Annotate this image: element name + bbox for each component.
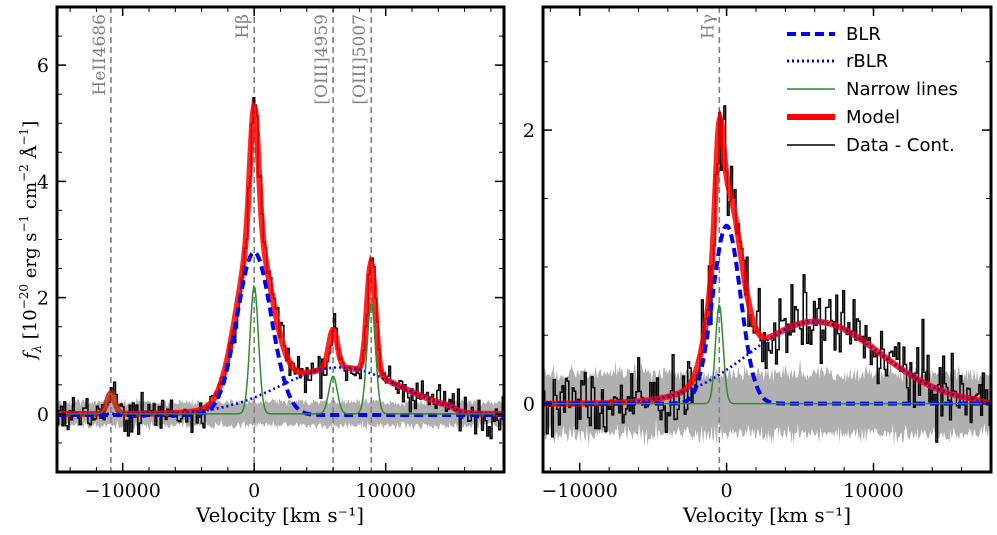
y-label-part: ] bbox=[20, 121, 41, 128]
rblr-series bbox=[543, 320, 991, 405]
legend-label-blr: BLR bbox=[846, 24, 881, 45]
y-label-part: −1 bbox=[17, 215, 31, 233]
right-panel: −10000 0 10000 0 2 Hγ Velocity [km s⁻¹] BLR … bbox=[523, 5, 993, 527]
y-label-part: erg s bbox=[20, 233, 41, 284]
legend-label-rblr: rBLR bbox=[846, 51, 888, 72]
left-x-axis-label: Velocity [km s⁻¹] bbox=[195, 503, 364, 527]
right-plot-area bbox=[543, 7, 991, 472]
narrow-lines-series bbox=[543, 303, 991, 405]
right-ticks: −10000 0 10000 0 2 bbox=[523, 7, 992, 502]
left-y-axis-label: fλ [10−20 erg s−1 cm−2 Å−1] bbox=[17, 121, 44, 361]
legend-label-model: Model bbox=[846, 107, 900, 128]
y-label-part: cm bbox=[20, 182, 41, 215]
y-tick-label: 0 bbox=[37, 404, 49, 426]
x-tick-label: −10000 bbox=[85, 480, 161, 502]
legend-label-narrow: Narrow lines bbox=[846, 79, 958, 100]
x-tick-label: 10000 bbox=[355, 480, 415, 502]
y-label-part: −2 bbox=[17, 164, 31, 182]
line-label-2: [OIII]4959 bbox=[312, 14, 332, 105]
line-label-3: [OIII]5007 bbox=[350, 14, 370, 105]
left-plot-area bbox=[57, 7, 504, 472]
rblr-series bbox=[57, 366, 504, 416]
left-line-labels: HeII4686 Hβ [OIII]4959 [OIII]5007 bbox=[90, 14, 370, 105]
line-label-0: Hγ bbox=[698, 14, 718, 39]
line-label-0: HeII4686 bbox=[90, 14, 110, 96]
x-tick-label: 0 bbox=[248, 480, 260, 502]
x-tick-label: −10000 bbox=[542, 480, 618, 502]
right-x-axis-label: Velocity [km s⁻¹] bbox=[682, 503, 851, 527]
legend-label-data: Data - Cont. bbox=[846, 135, 955, 156]
blr-series bbox=[57, 250, 504, 417]
y-label-part: Å bbox=[19, 145, 41, 165]
y-label-part: −1 bbox=[17, 128, 31, 146]
y-label-part: −20 bbox=[17, 284, 31, 309]
x-tick-label: 10000 bbox=[843, 480, 903, 502]
y-tick-label: 2 bbox=[37, 288, 49, 310]
y-tick-label: 2 bbox=[523, 120, 535, 142]
y-label-part: λ bbox=[30, 345, 44, 354]
y-tick-label: 4 bbox=[37, 171, 49, 193]
narrow-lines-series bbox=[57, 284, 504, 415]
left-ticks: −10000 0 10000 0 2 4 6 bbox=[37, 6, 504, 502]
y-tick-label: 0 bbox=[523, 394, 535, 416]
y-label-part: [10 bbox=[20, 309, 41, 345]
data-minus-continuum-series bbox=[543, 105, 991, 443]
legend: BLR rBLR Narrow lines Model Data - Cont. bbox=[787, 24, 958, 156]
left-panel: −10000 0 10000 0 2 4 6 HeII4686 Hβ [OIII]4959 [OI… bbox=[17, 5, 506, 527]
line-label-1: Hβ bbox=[233, 14, 253, 39]
right-axes-frame bbox=[541, 5, 993, 474]
data-minus-continuum-series bbox=[57, 97, 504, 440]
x-tick-label: 0 bbox=[721, 480, 733, 502]
y-tick-label: 6 bbox=[37, 55, 49, 77]
right-line-labels: Hγ bbox=[698, 14, 718, 39]
